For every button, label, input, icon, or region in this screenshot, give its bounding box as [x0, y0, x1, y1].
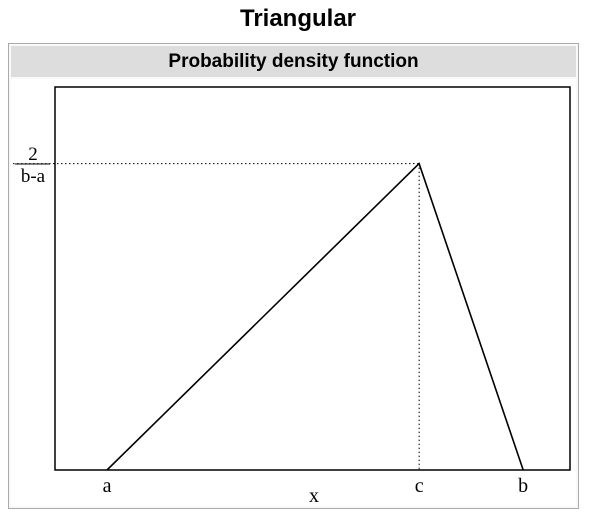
y-tick-label: 2 b-a [15, 144, 50, 187]
x-tick-label-b: b [518, 475, 528, 497]
infobox: Probability density function [8, 43, 579, 509]
infobox-subheader: Probability density function [11, 46, 576, 77]
x-axis-label: x [309, 485, 319, 507]
plot-area [11, 79, 576, 506]
pdf-series-line [106, 162, 524, 471]
y-tick-numerator: 2 [28, 144, 38, 165]
x-tick-label-c: c [415, 475, 424, 497]
x-tick-label-a: a [103, 475, 112, 497]
plot-frame [54, 86, 571, 471]
page-title: Triangular [239, 5, 357, 32]
y-tick-denominator: b-a [21, 166, 46, 187]
